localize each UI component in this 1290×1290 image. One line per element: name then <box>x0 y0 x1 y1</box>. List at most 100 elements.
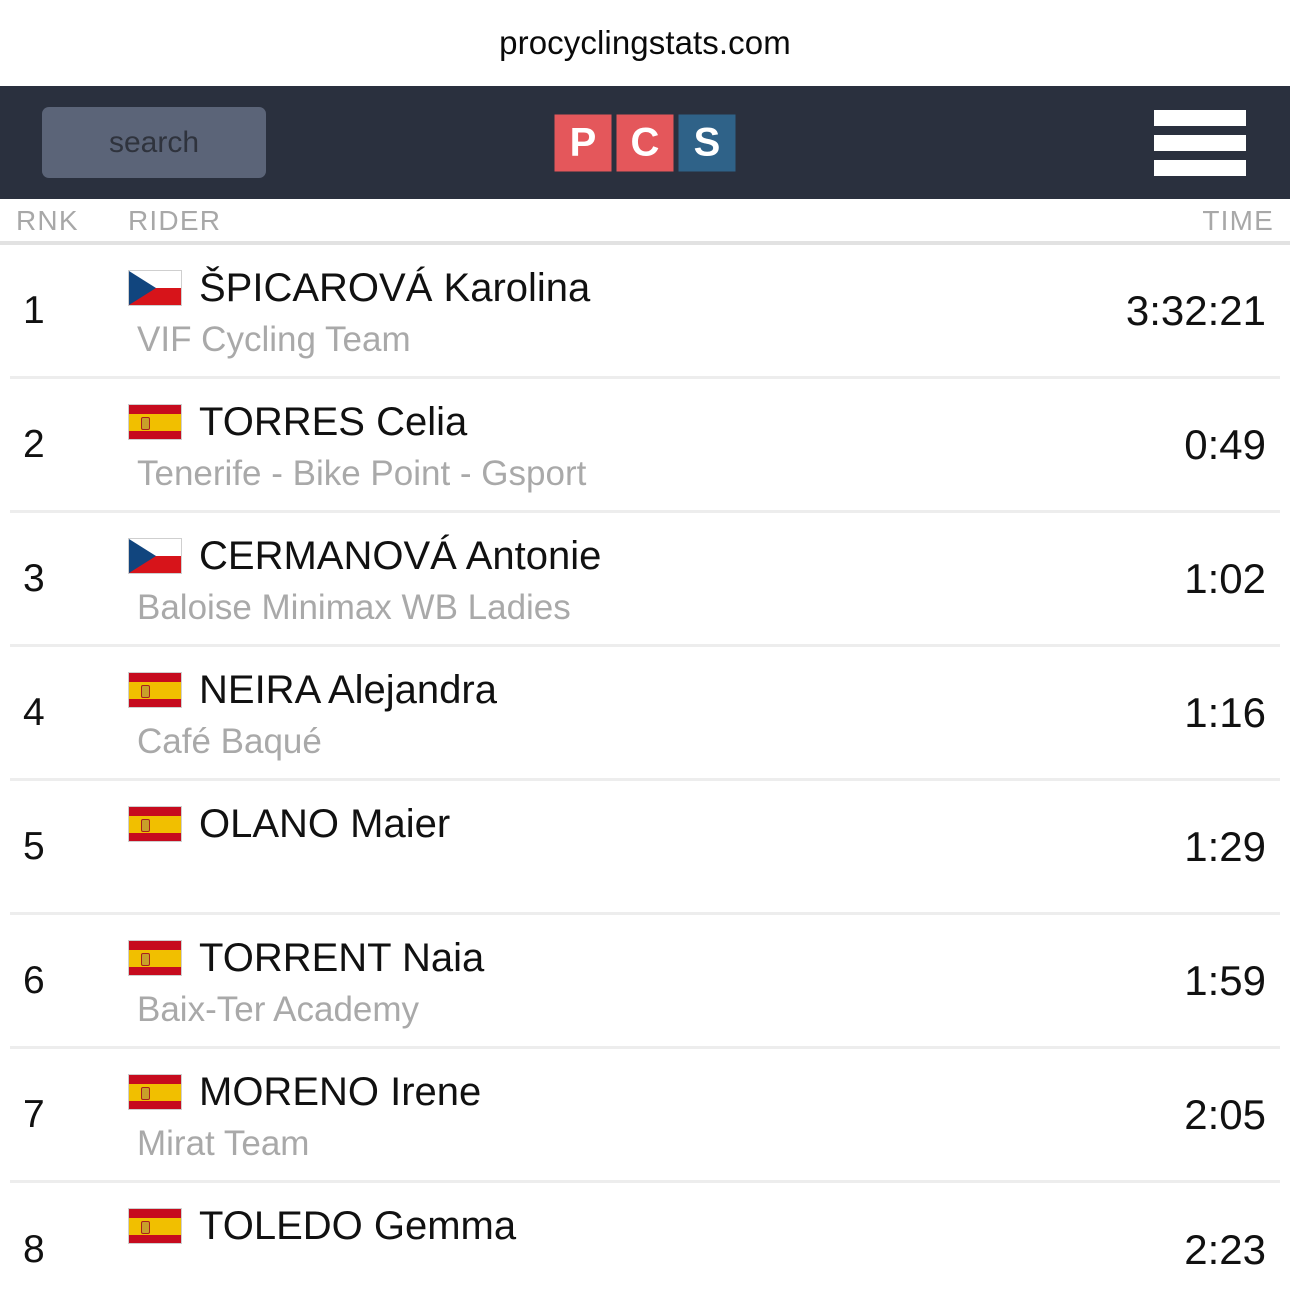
rider-line: NEIRA Alejandra <box>128 664 1050 716</box>
logo-letter-c: C <box>630 120 660 165</box>
rider-cell[interactable]: ŠPICAROVÁ Karolina VIF Cycling Team <box>128 262 1050 360</box>
flag-es-icon <box>128 1074 182 1110</box>
flag-stripe-bottom <box>129 430 181 439</box>
browser-url-bar: procyclingstats.com <box>0 0 1290 86</box>
time-value: 2:23 <box>1184 1226 1266 1273</box>
logo-square-s: S <box>678 114 736 171</box>
flag-cz-icon <box>128 270 182 306</box>
flag-coat-of-arms <box>141 416 151 430</box>
column-header-time[interactable]: TIME <box>1202 205 1274 236</box>
table-row[interactable]: 1 ŠPICAROVÁ Karolina VIF Cycling Team 3:32:… <box>10 245 1280 379</box>
table-row[interactable]: 4 NEIRA Alejandra Café Baqué 1:16 <box>10 647 1280 781</box>
table-row[interactable]: 3 CERMANOVÁ Antonie Baloise Minimax WB Lad… <box>10 513 1280 647</box>
rider-cell[interactable]: MORENO Irene Mirat Team <box>128 1066 1050 1164</box>
rider-line: MORENO Irene <box>128 1066 1050 1118</box>
search-input[interactable] <box>42 107 266 178</box>
rider-name[interactable]: TOLEDO Gemma <box>199 1203 517 1248</box>
flag-stripe-bottom <box>129 832 181 841</box>
column-header-rank[interactable]: RNK <box>16 205 79 236</box>
hamburger-bar-2 <box>1154 134 1246 151</box>
team-name[interactable]: VIF Cycling Team <box>137 320 411 359</box>
flag-stripe-bottom <box>129 966 181 975</box>
flag-coat-of-arms <box>141 1220 151 1234</box>
logo-square-c: C <box>616 114 674 171</box>
flag-es-icon <box>128 672 182 708</box>
table-row[interactable]: 8 TOLEDO Gemma 2:23 <box>10 1183 1280 1290</box>
rider-line: ŠPICAROVÁ Karolina <box>128 262 1050 314</box>
rank-number: 3 <box>23 556 45 600</box>
rider-name[interactable]: ŠPICAROVÁ Karolina <box>199 265 591 310</box>
flag-coat-of-arms <box>141 818 151 832</box>
time-value: 1:02 <box>1184 554 1266 602</box>
rider-name[interactable]: TORRENT Naia <box>199 935 485 980</box>
flag-es-icon <box>128 404 182 440</box>
flag-coat-of-arms <box>141 1086 151 1100</box>
flag-triangle-blue <box>129 271 156 305</box>
results-table-header: RNK RIDER TIME <box>0 199 1290 245</box>
rider-cell[interactable]: TOLEDO Gemma <box>128 1200 1050 1252</box>
rider-line: TOLEDO Gemma <box>128 1200 1050 1252</box>
rank-number: 6 <box>23 958 45 1002</box>
rider-cell[interactable]: TORRENT Naia Baix-Ter Academy <box>128 932 1050 1030</box>
flag-stripe-top <box>129 1209 181 1218</box>
flag-coat-of-arms <box>141 952 151 966</box>
time-value: 1:29 <box>1184 822 1266 870</box>
flag-stripe-top <box>129 1075 181 1084</box>
rider-line: TORRES Celia <box>128 396 1050 448</box>
rider-name[interactable]: CERMANOVÁ Antonie <box>199 533 602 578</box>
rank-number: 2 <box>23 422 45 466</box>
table-row[interactable]: 5 OLANO Maier 1:29 <box>10 781 1280 915</box>
time-value: 0:49 <box>1184 420 1266 468</box>
flag-es-icon <box>128 940 182 976</box>
flag-es-icon <box>128 806 182 842</box>
results-list: 1 ŠPICAROVÁ Karolina VIF Cycling Team 3:32:… <box>0 245 1290 1290</box>
rank-number: 5 <box>23 824 45 868</box>
time-value: 1:59 <box>1184 956 1266 1004</box>
rider-cell[interactable]: CERMANOVÁ Antonie Baloise Minimax WB Ladi… <box>128 530 1050 628</box>
hamburger-bar-3 <box>1154 159 1246 176</box>
rider-cell[interactable]: NEIRA Alejandra Café Baqué <box>128 664 1050 762</box>
flag-stripe-top <box>129 807 181 816</box>
hamburger-icon[interactable] <box>1154 109 1246 176</box>
url-text: procyclingstats.com <box>499 24 791 61</box>
flag-stripe-top <box>129 941 181 950</box>
rank-number: 7 <box>23 1092 45 1136</box>
table-row[interactable]: 2 TORRES Celia Tenerife - Bike Point - Gsp… <box>10 379 1280 513</box>
flag-stripe-bottom <box>129 1100 181 1109</box>
rider-line: OLANO Maier <box>128 798 1050 850</box>
team-name[interactable]: Baix-Ter Academy <box>137 990 420 1029</box>
column-header-rider[interactable]: RIDER <box>128 205 222 236</box>
rider-name[interactable]: NEIRA Alejandra <box>199 667 497 712</box>
rider-name[interactable]: TORRES Celia <box>199 399 468 444</box>
flag-stripe-bottom <box>129 698 181 707</box>
team-name[interactable]: Café Baqué <box>137 722 322 761</box>
team-name[interactable]: Baloise Minimax WB Ladies <box>137 588 571 627</box>
rider-line: CERMANOVÁ Antonie <box>128 530 1050 582</box>
rank-number: 8 <box>23 1228 45 1271</box>
rider-cell[interactable]: TORRES Celia Tenerife - Bike Point - Gspo… <box>128 396 1050 494</box>
team-name[interactable]: Tenerife - Bike Point - Gsport <box>137 454 587 493</box>
flag-cz-icon <box>128 538 182 574</box>
flag-triangle-blue <box>129 539 156 573</box>
flag-coat-of-arms <box>141 684 151 698</box>
time-value: 2:05 <box>1184 1090 1266 1138</box>
time-value: 1:16 <box>1184 688 1266 736</box>
site-header: P C S <box>0 86 1290 199</box>
rank-number: 1 <box>23 288 45 332</box>
rank-number: 4 <box>23 690 45 734</box>
flag-es-icon <box>128 1208 182 1244</box>
pcs-logo[interactable]: P C S <box>554 114 736 171</box>
rider-line: TORRENT Naia <box>128 932 1050 984</box>
logo-letter-s: S <box>693 120 721 165</box>
flag-stripe-top <box>129 405 181 414</box>
table-row[interactable]: 7 MORENO Irene Mirat Team 2:05 <box>10 1049 1280 1183</box>
flag-stripe-top <box>129 673 181 682</box>
team-name[interactable]: Mirat Team <box>137 1124 310 1163</box>
time-value: 3:32:21 <box>1125 286 1266 334</box>
logo-letter-p: P <box>569 120 597 165</box>
rider-name[interactable]: OLANO Maier <box>199 801 451 846</box>
table-row[interactable]: 6 TORRENT Naia Baix-Ter Academy 1:59 <box>10 915 1280 1049</box>
rider-name[interactable]: MORENO Irene <box>199 1069 482 1114</box>
flag-stripe-bottom <box>129 1234 181 1243</box>
rider-cell[interactable]: OLANO Maier <box>128 798 1050 850</box>
